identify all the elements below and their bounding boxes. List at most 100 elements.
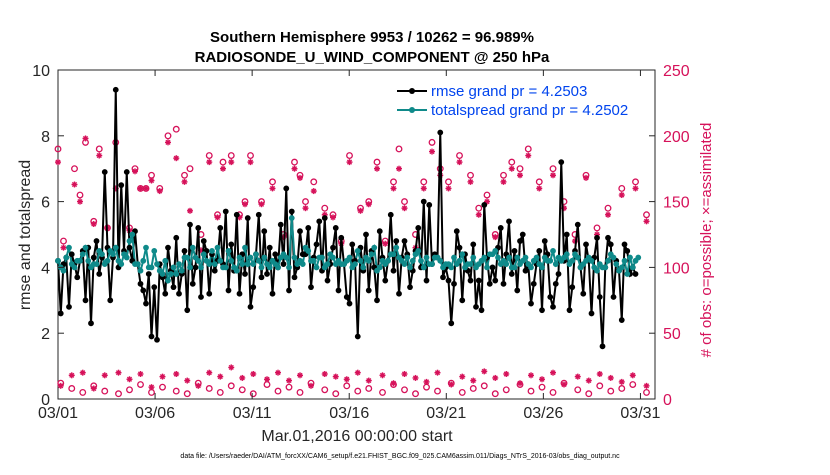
obs-low-assimilated-marker-stroke-29-3 [390,380,397,386]
rmse-point-194 [588,310,595,317]
spread-point-98 [324,261,331,268]
obs-low-possible-marker-39 [502,386,510,394]
obs-low-possible-marker-17 [249,390,257,398]
obs-assimilated-marker-63 [583,174,590,181]
rmse-point-1 [57,310,64,317]
rmse-point-13 [90,254,97,261]
spread-point-80 [275,264,281,271]
obs-assimilated-marker-6 [96,152,103,159]
y2-tick-label-5: 250 [663,63,690,80]
obs-assimilated-marker-stroke-17-3 [181,179,188,185]
obs-low-assimilated-marker-stroke-15-3 [228,364,234,371]
obs-low-possible-marker-38 [491,390,499,398]
rmse-point-181 [552,280,559,287]
obs-low-assimilated-marker-45 [574,373,581,380]
obs-low-assimilated-marker-stroke-14-3 [217,374,223,380]
rmse-point-121 [387,211,394,218]
obs-assimilated-marker-stroke-14-3 [157,188,163,194]
spread-point-194 [588,257,595,264]
rmse-point-185 [563,231,570,238]
obs-low-possible-marker-43 [549,388,557,396]
obs-low-assimilated-marker-32 [423,378,430,385]
spread-point-167 [514,254,521,261]
obs-low-possible-marker-20 [285,383,293,391]
obs-assimilated-marker-stroke-0-3 [55,159,61,165]
spread-point-86 [291,254,298,261]
obs-assimilated-marker-16 [173,155,180,162]
obs-assimilated-marker-68 [643,218,650,225]
obs-assimilated-marker-32 [302,205,309,212]
spread-point-25 [123,254,130,261]
rmse-point-143 [448,320,455,327]
obs-assimilated-marker-21 [214,214,221,221]
obs-low-possible-marker-49 [618,385,626,392]
rmse-point-85 [288,208,295,215]
rmse-point-53 [200,238,207,244]
rmse-point-91 [305,225,312,231]
obs-assimilated-marker-51 [467,178,474,185]
obs-assimilated-marker-33 [310,188,317,195]
rmse-point-158 [489,264,496,271]
rmse-point-48 [187,221,193,228]
rmse-point-126 [401,238,408,244]
obs-low-assimilated-marker-stroke-48-3 [608,375,614,381]
y-tick-label-1: 2 [41,326,50,343]
obs-possible-marker-60 [549,165,557,173]
obs-possible-marker-55 [500,171,507,179]
obs-low-assimilated-marker-13 [206,369,213,376]
obs-assimilated-marker-67 [632,185,639,192]
rmse-point-21 [112,86,119,93]
rmse-point-105 [343,294,350,300]
rmse-point-123 [393,238,400,244]
spread-point-187 [569,257,576,264]
obs-assimilated-marker-28 [269,185,276,192]
spread-point-106 [346,254,353,261]
spread-point-110 [357,257,364,264]
spread-point-53 [200,251,207,258]
spread-point-100 [330,254,336,261]
y-tick-label-5: 10 [32,63,50,80]
obs-low-assimilated-marker-10 [173,370,180,377]
obs-possible-marker-17 [181,171,188,179]
obs-low-assimilated-marker-47 [596,370,603,377]
rmse-point-30 [137,280,144,287]
rmse-point-95 [316,218,323,225]
chart-title-line-1: Southern Hemisphere 9953 / 10262 = 96.98… [210,29,534,46]
rmse-point-153 [475,277,482,284]
obs-low-assimilated-marker-stroke-23-3 [322,371,328,377]
obs-low-assimilated-marker-49 [618,378,625,385]
obs-low-assimilated-marker-41 [528,372,535,379]
spread-point-179 [547,257,554,264]
obs-low-assimilated-marker-stroke-3-3 [91,385,97,392]
rmse-point-197 [596,294,603,300]
spread-point-67 [239,261,246,268]
obs-assimilated-marker-stroke-33-3 [311,188,317,194]
obs-assimilated-marker-65 [605,211,612,218]
spread-point-211 [635,254,642,261]
obs-low-possible-marker-36 [469,385,477,392]
obs-low-assimilated-marker-stroke-36-3 [470,377,476,384]
obs-low-possible-marker-21 [296,388,304,396]
rmse-point-17 [101,169,108,175]
rmse-point-152 [473,303,479,310]
obs-assimilated-marker-4 [82,135,89,142]
spread-point-174 [533,254,540,261]
obs-low-assimilated-marker-40 [517,380,524,387]
spread-point-0 [55,257,61,264]
spread-point-62 [225,248,232,254]
obs-assimilated-marker-stroke-21-3 [214,214,221,220]
spread-point-77 [266,264,273,271]
obs-low-assimilated-marker-48 [607,374,614,381]
spread-point-75 [261,254,268,261]
rmse-point-133 [420,198,427,205]
obs-possible-marker-30 [291,158,298,166]
obs-low-possible-marker-50 [629,381,637,388]
obs-possible-marker-57 [516,165,524,173]
obs-assimilated-marker-stroke-35-3 [330,214,336,220]
obs-low-assimilated-marker-stroke-24-3 [333,374,339,380]
x-axis-label: Mar.01,2016 00:00:00 start [261,428,453,445]
spread-point-20 [110,251,116,258]
obs-low-assimilated-marker-18 [264,376,271,383]
rmse-point-75 [261,228,268,235]
obs-low-possible-marker-15 [227,382,235,390]
